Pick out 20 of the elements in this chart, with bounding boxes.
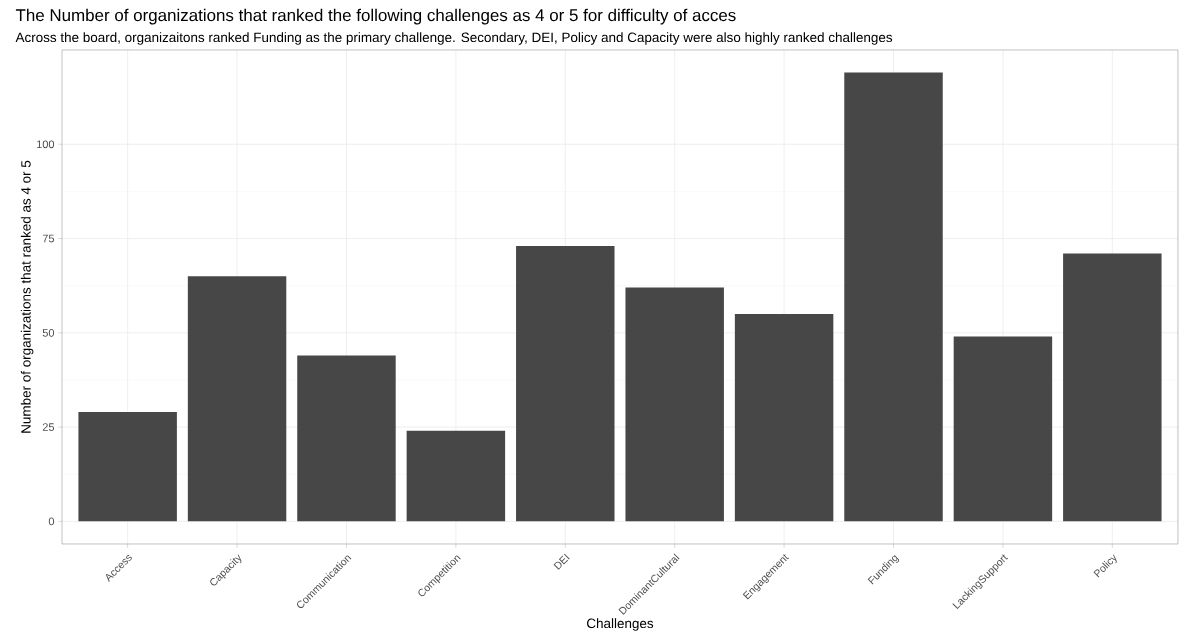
bar xyxy=(187,276,287,522)
bar xyxy=(78,412,177,522)
y-axis-title: Number of organizations that ranked as 4 or 5 xyxy=(20,160,34,433)
bar xyxy=(844,72,943,522)
x-axis-title: Challenges xyxy=(587,618,654,631)
bar xyxy=(625,287,724,522)
bar xyxy=(516,246,615,522)
bar xyxy=(406,430,506,522)
y-tick-label: 25 xyxy=(42,423,55,431)
y-tick-label: 50 xyxy=(42,328,55,337)
y-tick-label: 75 xyxy=(42,234,55,243)
bar xyxy=(734,313,834,522)
y-tick-label: 0 xyxy=(48,517,55,526)
chart-subtitle: Across the board, organizaitons ranked Funding as the primary challenge. Secondary, DEI, Policy and Capacity were also highly ranked challenges xyxy=(15,32,893,45)
y-tick-label: 100 xyxy=(37,140,55,149)
bar xyxy=(1063,253,1162,522)
x-tick-label: DEI xyxy=(553,553,570,570)
bar xyxy=(297,355,396,522)
bar xyxy=(953,336,1053,522)
chart-title: The Number of organizations that ranked the following challenges as 4 or 5 for difficulty of acces xyxy=(15,8,736,25)
